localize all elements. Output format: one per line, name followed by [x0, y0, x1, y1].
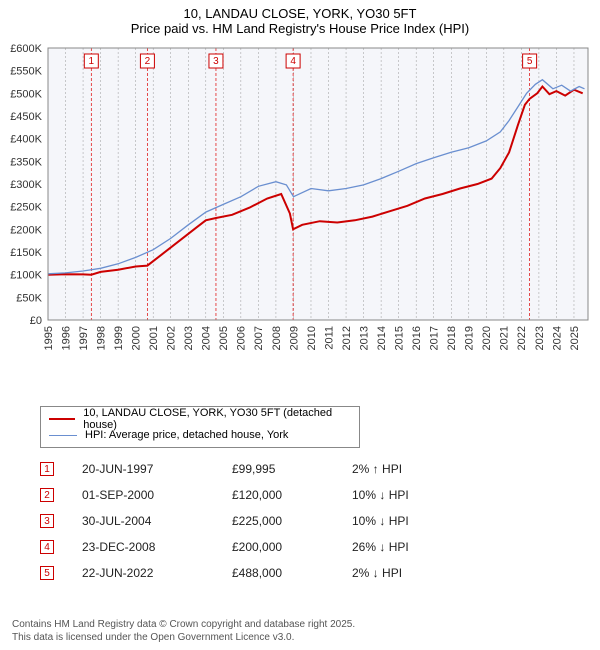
sale-marker: 4: [40, 540, 54, 554]
x-tick-label: 2020: [481, 326, 493, 350]
sale-diff: 2% HPI: [352, 462, 492, 476]
y-tick-label: £200K: [10, 224, 42, 236]
arrow-down-icon: [376, 540, 385, 554]
sale-date: 30-JUL-2004: [82, 514, 232, 528]
y-tick-label: £250K: [10, 202, 42, 214]
footer-line-2: This data is licensed under the Open Gov…: [12, 631, 355, 644]
x-tick-label: 2011: [323, 326, 335, 350]
x-tick-label: 2002: [166, 326, 178, 350]
legend-swatch: [49, 418, 75, 420]
chart-title: 10, LANDAU CLOSE, YORK, YO30 5FT Price p…: [0, 0, 600, 36]
y-tick-label: £450K: [10, 111, 42, 123]
x-tick-label: 2018: [446, 326, 458, 350]
sales-table: 120-JUN-1997£99,9952% HPI201-SEP-2000£12…: [40, 456, 560, 586]
x-tick-label: 2013: [358, 326, 370, 350]
sale-price: £225,000: [232, 514, 352, 528]
x-tick-label: 1996: [60, 326, 72, 350]
sale-date: 20-JUN-1997: [82, 462, 232, 476]
sale-row: 2 01-SEP-2000£120,00010% HPI: [40, 482, 560, 508]
sale-date: 01-SEP-2000: [82, 488, 232, 502]
y-tick-label: £150K: [10, 247, 42, 259]
legend-label: 10, LANDAU CLOSE, YORK, YO30 5FT (detach…: [83, 407, 351, 431]
y-tick-label: £600K: [10, 43, 42, 55]
container: 10, LANDAU CLOSE, YORK, YO30 5FT Price p…: [0, 0, 600, 650]
x-tick-label: 1998: [95, 326, 107, 350]
sale-marker-number: 3: [213, 56, 219, 67]
title-line-2: Price paid vs. HM Land Registry's House …: [0, 21, 600, 36]
sale-row: 1 20-JUN-1997£99,9952% HPI: [40, 456, 560, 482]
sale-marker-number: 2: [145, 56, 151, 67]
y-tick-label: £300K: [10, 179, 42, 191]
sale-marker-number: 1: [89, 56, 95, 67]
x-tick-label: 2004: [201, 326, 213, 350]
x-tick-label: 1995: [43, 326, 55, 350]
sale-diff: 10% HPI: [352, 514, 492, 528]
y-tick-label: £50K: [16, 292, 42, 304]
sale-diff: 26% HPI: [352, 540, 492, 554]
sale-date: 22-JUN-2022: [82, 566, 232, 580]
x-tick-label: 2025: [569, 326, 581, 350]
x-tick-label: 2021: [499, 326, 511, 350]
sale-marker-number: 4: [290, 56, 296, 67]
x-tick-label: 2003: [183, 326, 195, 350]
x-tick-label: 2014: [376, 326, 388, 350]
legend-item: 10, LANDAU CLOSE, YORK, YO30 5FT (detach…: [49, 411, 351, 427]
plot-background: [48, 48, 588, 320]
sale-marker: 1: [40, 462, 54, 476]
x-tick-label: 2017: [429, 326, 441, 350]
x-tick-label: 2015: [393, 326, 405, 350]
legend-label: HPI: Average price, detached house, York: [85, 429, 288, 441]
x-tick-label: 2005: [218, 326, 230, 350]
x-tick-label: 2010: [306, 326, 318, 350]
x-tick-label: 2016: [411, 326, 423, 350]
title-line-1: 10, LANDAU CLOSE, YORK, YO30 5FT: [0, 6, 600, 21]
chart-area: £0 £50K £100K £150K £200K £250K £300K £350K £400…: [0, 42, 600, 372]
x-tick-label: 2009: [288, 326, 300, 350]
legend: 10, LANDAU CLOSE, YORK, YO30 5FT (detach…: [40, 406, 360, 448]
y-tick-label: £400K: [10, 134, 42, 146]
footer-line-1: Contains HM Land Registry data © Crown c…: [12, 618, 355, 631]
y-tick-label: £100K: [10, 270, 42, 282]
sale-date: 23-DEC-2008: [82, 540, 232, 554]
arrow-down-icon: [376, 514, 385, 528]
sale-row: 3 30-JUL-2004£225,00010% HPI: [40, 508, 560, 534]
x-tick-label: 1997: [78, 326, 90, 350]
arrow-down-icon: [369, 566, 378, 580]
chart-svg: £0 £50K £100K £150K £200K £250K £300K £350K £400…: [0, 42, 600, 372]
sale-row: 4 23-DEC-2008£200,00026% HPI: [40, 534, 560, 560]
y-tick-label: £350K: [10, 156, 42, 168]
sale-price: £488,000: [232, 566, 352, 580]
y-tick-label: £500K: [10, 88, 42, 100]
x-tick-label: 2001: [148, 326, 160, 350]
sale-price: £99,995: [232, 462, 352, 476]
sale-marker-number: 5: [527, 56, 533, 67]
x-tick-label: 2023: [534, 326, 546, 350]
arrow-up-icon: [369, 462, 378, 476]
x-tick-label: 2012: [341, 326, 353, 350]
x-tick-label: 2024: [551, 326, 563, 350]
sale-diff: 10% HPI: [352, 488, 492, 502]
sale-price: £120,000: [232, 488, 352, 502]
x-tick-label: 2000: [131, 326, 143, 350]
y-tick-label: £0: [30, 315, 42, 327]
sale-diff: 2% HPI: [352, 566, 492, 580]
sale-row: 5 22-JUN-2022£488,0002% HPI: [40, 560, 560, 586]
x-tick-label: 1999: [113, 326, 125, 350]
arrow-down-icon: [376, 488, 385, 502]
y-tick-label: £550K: [10, 66, 42, 78]
x-tick-label: 2007: [253, 326, 265, 350]
sale-price: £200,000: [232, 540, 352, 554]
x-tick-label: 2006: [236, 326, 248, 350]
x-tick-label: 2008: [271, 326, 283, 350]
legend-swatch: [49, 435, 77, 436]
sale-marker: 5: [40, 566, 54, 580]
x-tick-label: 2022: [516, 326, 528, 350]
sale-marker: 2: [40, 488, 54, 502]
sale-marker: 3: [40, 514, 54, 528]
footer: Contains HM Land Registry data © Crown c…: [12, 618, 355, 644]
x-tick-label: 2019: [464, 326, 476, 350]
